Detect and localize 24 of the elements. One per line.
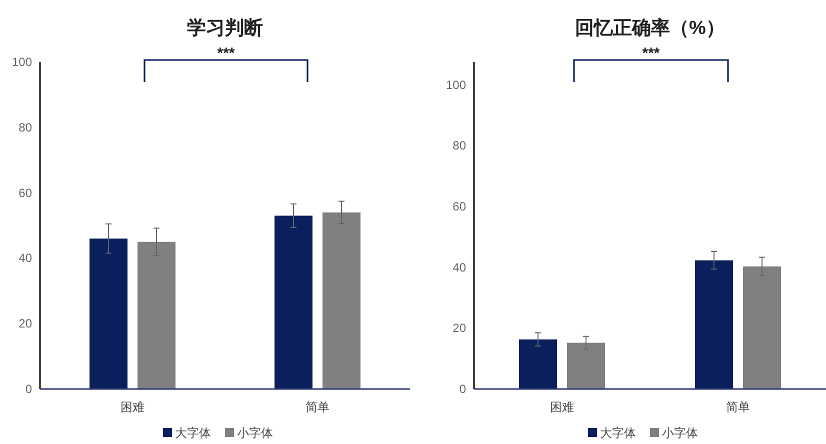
x-tick-label: 困难 (550, 400, 574, 414)
y-tick-label: 100 (12, 55, 32, 69)
y-tick-label: 60 (18, 186, 32, 200)
legend-label: 小字体 (662, 426, 698, 440)
legend-label: 大字体 (175, 426, 211, 440)
y-tick-label: 80 (18, 120, 32, 134)
y-tick-label: 0 (25, 382, 32, 396)
y-tick-label: 0 (459, 382, 466, 396)
annotation: *** (217, 45, 235, 62)
y-tick-label: 40 (452, 260, 466, 274)
y-tick-label: 80 (452, 138, 466, 153)
y-tick-label: 60 (452, 199, 466, 214)
y-tick-label: 100 (446, 78, 466, 92)
legend-label: 大字体 (600, 426, 636, 440)
x-tick-label: 简单 (726, 400, 750, 414)
annotation: *** (642, 45, 660, 62)
chart-title: 回忆正确率（%） (575, 17, 725, 39)
chart-title: 学习判断 (187, 17, 263, 39)
x-tick-label: 困难 (120, 400, 144, 414)
y-tick-label: 40 (18, 251, 32, 266)
y-tick-label: 20 (18, 316, 32, 331)
x-tick-label: 简单 (306, 400, 330, 414)
y-tick-label: 20 (452, 321, 466, 336)
legend-label: 小字体 (237, 426, 273, 440)
